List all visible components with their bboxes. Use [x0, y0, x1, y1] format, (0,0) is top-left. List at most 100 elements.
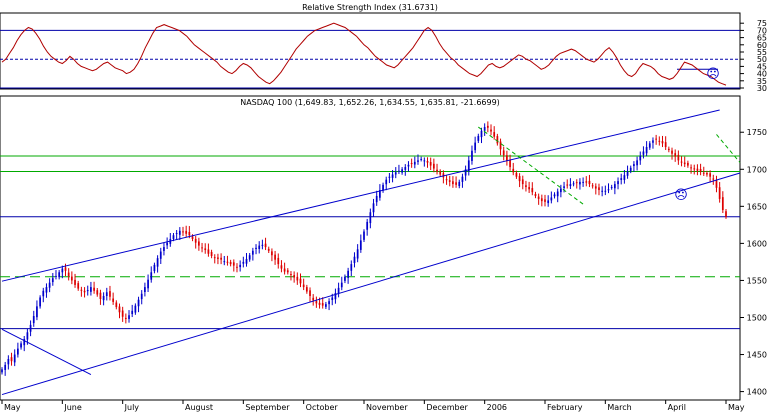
price-candle-body — [582, 181, 584, 183]
price-candle-body — [445, 179, 448, 181]
price-candle-body — [7, 358, 10, 365]
price-candle-body — [461, 176, 464, 182]
price-candle-body — [452, 181, 454, 185]
price-candle-body — [601, 190, 604, 192]
price-candle-body — [99, 292, 102, 299]
price-candle-body — [48, 282, 51, 288]
price-candle-body — [642, 151, 645, 155]
price-candle-body — [277, 257, 280, 265]
price-candle-body — [394, 172, 397, 175]
price-candle-body — [439, 171, 442, 175]
price-candle-body — [61, 268, 64, 273]
price-candle-body — [10, 357, 13, 362]
price-candle-body — [337, 287, 340, 294]
rsi-panel: Relative Strength Index (31.6731) 303540… — [0, 3, 767, 93]
price-frame — [0, 95, 741, 401]
price-candle-body — [67, 272, 70, 276]
price-candle-body — [696, 168, 699, 171]
price-candle-body — [150, 272, 153, 280]
price-candle-body — [175, 233, 178, 235]
price-candle-body — [515, 172, 518, 177]
rsi-y-tick-label: 45 — [757, 62, 767, 71]
price-candle-body — [17, 348, 19, 355]
price-candle-body — [70, 276, 73, 281]
price-candle-body — [115, 302, 118, 308]
price-candle-body — [613, 184, 616, 189]
price-candle-body — [93, 287, 95, 291]
price-candle-body — [83, 290, 86, 293]
price-candle-body — [680, 161, 683, 163]
price-candle-body — [4, 364, 7, 370]
price-candle-body — [521, 179, 524, 185]
x-tick-label: April — [668, 403, 686, 412]
price-candle-body — [426, 160, 429, 163]
price-candle-body — [687, 162, 689, 166]
price-candle-body — [39, 297, 41, 307]
price-candle-body — [467, 160, 470, 172]
price-candle-body — [528, 187, 530, 190]
price-candle-body — [140, 293, 143, 300]
price-candle-body — [382, 184, 384, 191]
price-candle-body — [725, 211, 727, 217]
price-candle-body — [683, 162, 686, 165]
price-candle-body — [347, 270, 349, 278]
price-candle-body — [137, 299, 140, 307]
price-candle-body — [391, 174, 394, 178]
price-candle-body — [353, 256, 356, 263]
price-candle-body — [283, 268, 286, 272]
price-candle-body — [147, 279, 149, 289]
price-candle-body — [74, 279, 76, 285]
x-tick-label: 2006 — [487, 403, 507, 412]
price-candle-body — [201, 247, 203, 249]
price-candle-body — [579, 181, 581, 185]
price-candle-body — [667, 148, 670, 151]
price-candle-body — [699, 168, 702, 172]
price-candle-body — [610, 187, 613, 189]
price-candle-body — [671, 150, 673, 154]
price-candle-body — [407, 164, 410, 167]
price-candle-body — [560, 188, 562, 193]
price-candle-body — [204, 248, 207, 251]
price-candle-body — [658, 140, 661, 142]
price-candle-body — [363, 231, 365, 240]
price-candle-body — [553, 194, 556, 197]
price-sad-face-annotation: ☹ — [674, 188, 688, 203]
price-candle-body — [420, 158, 423, 160]
price-candle-body — [366, 221, 369, 230]
price-candle-body — [556, 191, 559, 197]
price-candle-body — [302, 284, 305, 288]
price-candle-body — [210, 251, 213, 256]
price-candle-body — [153, 264, 156, 272]
price-candle-body — [525, 185, 527, 188]
price-candle-body — [188, 231, 191, 236]
price-candle-body — [131, 310, 134, 315]
price-y-tick-label: 1600 — [747, 239, 767, 248]
price-candle-body — [220, 257, 222, 260]
price-candle-body — [134, 305, 137, 313]
price-candle-body — [325, 304, 327, 307]
price-candle-body — [486, 125, 489, 128]
price-candle-body — [51, 278, 54, 283]
price-candle-body — [128, 315, 130, 319]
price-candle-body — [537, 196, 540, 199]
price-candle-body — [121, 310, 124, 317]
price-candle-body — [483, 127, 486, 131]
x-tick-label: February — [547, 403, 583, 412]
price-candle-body — [661, 141, 664, 144]
price-candle-body — [274, 254, 276, 260]
price-candle-body — [617, 181, 619, 185]
rsi-y-tick-label: 70 — [757, 26, 767, 35]
price-candle-body — [166, 242, 168, 246]
price-candle-body — [245, 258, 248, 264]
price-candle-body — [251, 250, 254, 255]
price-candle-body — [58, 272, 61, 278]
x-tick-label: August — [185, 403, 213, 412]
price-candle-body — [655, 138, 658, 140]
price-candle-body — [648, 143, 651, 148]
price-candle-body — [239, 264, 242, 268]
price-candle-body — [86, 290, 89, 292]
price-candle-body — [664, 142, 667, 148]
rsi-y-tick-label: 30 — [757, 84, 767, 93]
price-y-tick-label: 1550 — [747, 276, 767, 285]
